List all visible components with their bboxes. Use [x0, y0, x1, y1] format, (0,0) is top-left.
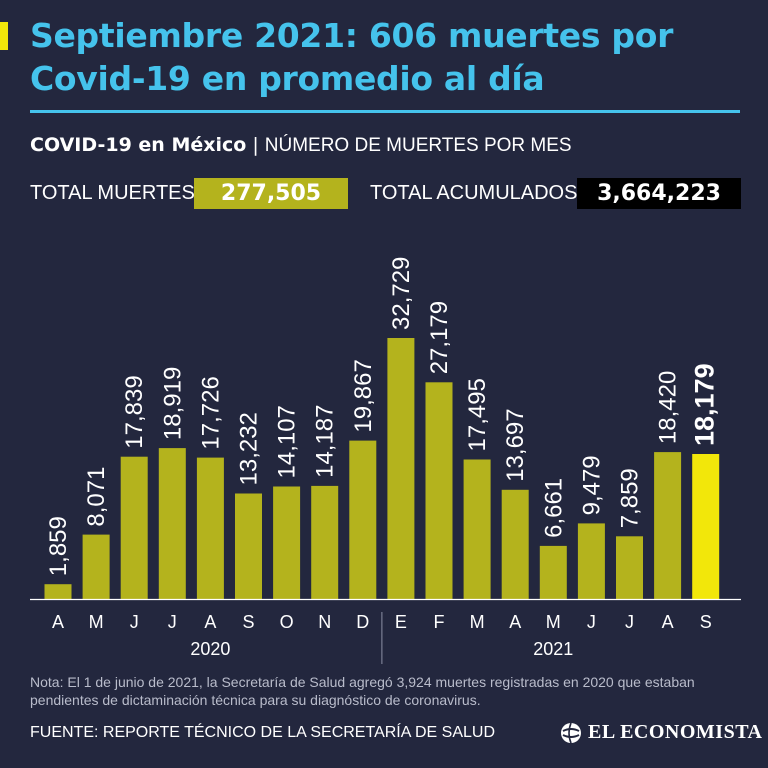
bar-label-11: 17,495 — [464, 378, 491, 451]
bar-label-1: 8,071 — [83, 467, 110, 527]
x-tick-15: J — [625, 612, 634, 632]
source-credit: FUENTE: REPORTE TÉCNICO DE LA SECRETARÍA… — [30, 724, 495, 741]
total-cumulative-label: TOTAL ACUMULADOS: — [370, 182, 584, 204]
bar-label-5: 13,232 — [236, 412, 263, 485]
x-tick-7: N — [318, 612, 331, 632]
bar-label-14: 9,479 — [578, 455, 605, 515]
year-label-2020: 2020 — [190, 639, 230, 659]
total-deaths-value: 277,505 — [194, 178, 348, 209]
bar-10 — [425, 382, 453, 599]
bar-label-10: 27,179 — [426, 301, 453, 374]
bar-label-9: 32,729 — [388, 257, 415, 330]
bar-chart: 1,859 A 8,071 M 17,839 J 18,919 J 17,726 A 13,232 S… — [30, 257, 741, 664]
bar-label-6: 14,107 — [274, 405, 301, 478]
bar-16 — [654, 452, 682, 599]
bar-17 — [692, 454, 720, 599]
total-cumulative-value: 3,664,223 — [577, 178, 741, 209]
bar-11 — [463, 459, 491, 599]
x-tick-9: E — [395, 612, 407, 632]
bar-label-4: 17,726 — [197, 376, 224, 449]
bar-8 — [349, 440, 377, 599]
x-tick-13: M — [546, 612, 561, 632]
subtitle-topic: COVID-19 en México — [30, 134, 247, 156]
bar-label-7: 14,187 — [312, 404, 339, 477]
subtitle-separator: | — [252, 134, 259, 156]
total-deaths-label: TOTAL MUERTES: — [30, 182, 201, 204]
x-tick-3: J — [168, 612, 177, 632]
bar-2 — [120, 456, 148, 599]
x-tick-10: F — [434, 612, 445, 632]
x-tick-5: S — [242, 612, 254, 632]
bar-5 — [235, 493, 262, 599]
bar-label-0: 1,859 — [45, 516, 72, 576]
title-divider — [30, 110, 740, 113]
year-label-2021: 2021 — [533, 639, 573, 659]
bar-label-2: 17,839 — [121, 375, 148, 448]
bar-4 — [196, 457, 224, 599]
footnote: Nota: El 1 de junio de 2021, la Secretar… — [30, 674, 695, 708]
bar-label-13: 6,661 — [540, 478, 567, 538]
bar-label-8: 19,867 — [350, 359, 377, 432]
globe-icon — [561, 722, 581, 743]
x-tick-2: J — [130, 612, 139, 632]
x-tick-6: O — [280, 612, 294, 632]
bar-label-15: 7,859 — [617, 468, 644, 528]
x-tick-1: M — [89, 612, 104, 632]
bar-label-16: 18,420 — [655, 371, 682, 444]
x-tick-16: A — [662, 612, 674, 632]
bar-3 — [158, 448, 186, 599]
subtitle-measure: NÚMERO DE MUERTES POR MES — [264, 135, 572, 156]
x-tick-4: A — [204, 612, 216, 632]
bar-7 — [311, 485, 339, 599]
chart-subtitle: COVID-19 en México | NÚMERO DE MUERTES POR… — [30, 134, 572, 157]
x-tick-0: A — [52, 612, 64, 632]
title-accent-bar — [0, 22, 8, 50]
page-title: Septiembre 2021: 606 muertes por Covid-1… — [30, 16, 674, 98]
bar-15 — [616, 536, 643, 599]
x-tick-11: M — [470, 612, 485, 632]
bar-label-12: 13,697 — [502, 408, 529, 481]
bar-12 — [501, 489, 529, 599]
x-tick-14: J — [587, 612, 596, 632]
bar-9 — [387, 338, 415, 599]
publisher-name: EL ECONOMISTA — [588, 721, 763, 743]
bar-14 — [577, 523, 605, 599]
bar-6 — [273, 486, 301, 599]
x-tick-17: S — [700, 612, 712, 632]
bar-label-3: 18,919 — [159, 367, 186, 440]
bar-13 — [539, 545, 567, 599]
x-tick-8: D — [356, 612, 369, 632]
bar-0 — [44, 584, 72, 599]
publisher-logo: EL ECONOMISTA — [560, 721, 763, 744]
bar-label-17: 18,179 — [690, 363, 720, 446]
bar-1 — [82, 534, 110, 599]
x-tick-12: A — [509, 612, 521, 632]
